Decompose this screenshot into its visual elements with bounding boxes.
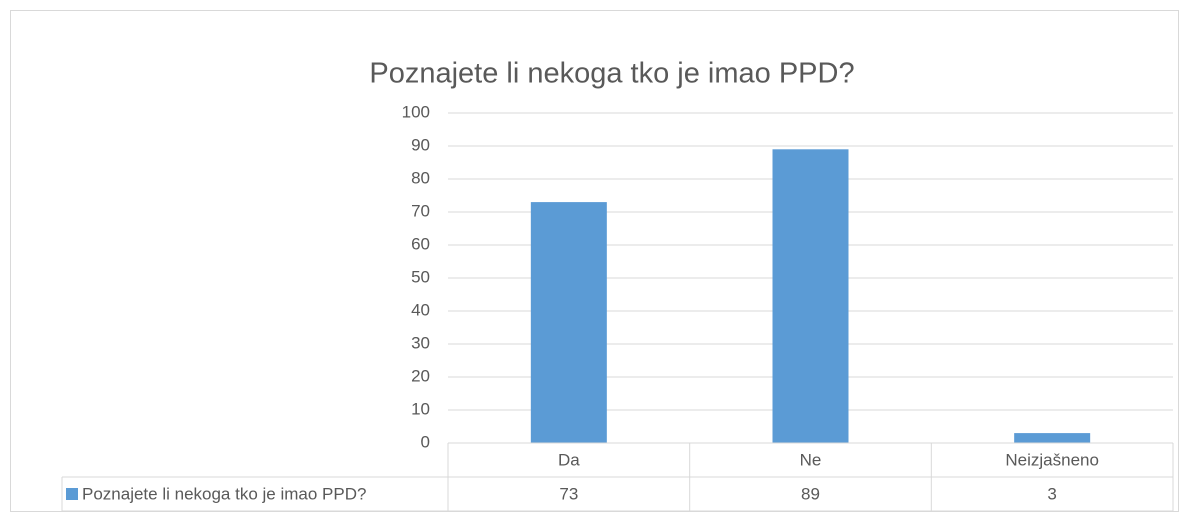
table-value: 3	[1047, 484, 1056, 503]
x-tick-label: Neizjašneno	[1005, 450, 1099, 469]
x-tick-label: Ne	[800, 450, 822, 469]
table-value: 89	[801, 484, 820, 503]
bar	[530, 202, 607, 443]
y-tick-label: 30	[411, 333, 430, 352]
table-value: 73	[559, 484, 578, 503]
bar	[772, 149, 849, 444]
x-tick-label: Da	[558, 450, 580, 469]
y-tick-label: 90	[411, 135, 430, 154]
y-tick-label: 0	[421, 432, 430, 451]
y-tick-label: 80	[411, 168, 430, 187]
y-tick-label: 10	[411, 399, 430, 418]
y-tick-label: 60	[411, 234, 430, 253]
legend-swatch	[66, 488, 78, 500]
y-tick-label: 40	[411, 300, 430, 319]
y-tick-label: 100	[402, 102, 430, 121]
y-tick-label: 20	[411, 366, 430, 385]
y-tick-label: 50	[411, 267, 430, 286]
bar	[1014, 433, 1091, 443]
legend-label: Poznajete li nekoga tko je imao PPD?	[82, 484, 366, 503]
y-tick-label: 70	[411, 201, 430, 220]
chart-title: Poznajete li nekoga tko je imao PPD?	[369, 58, 854, 90]
